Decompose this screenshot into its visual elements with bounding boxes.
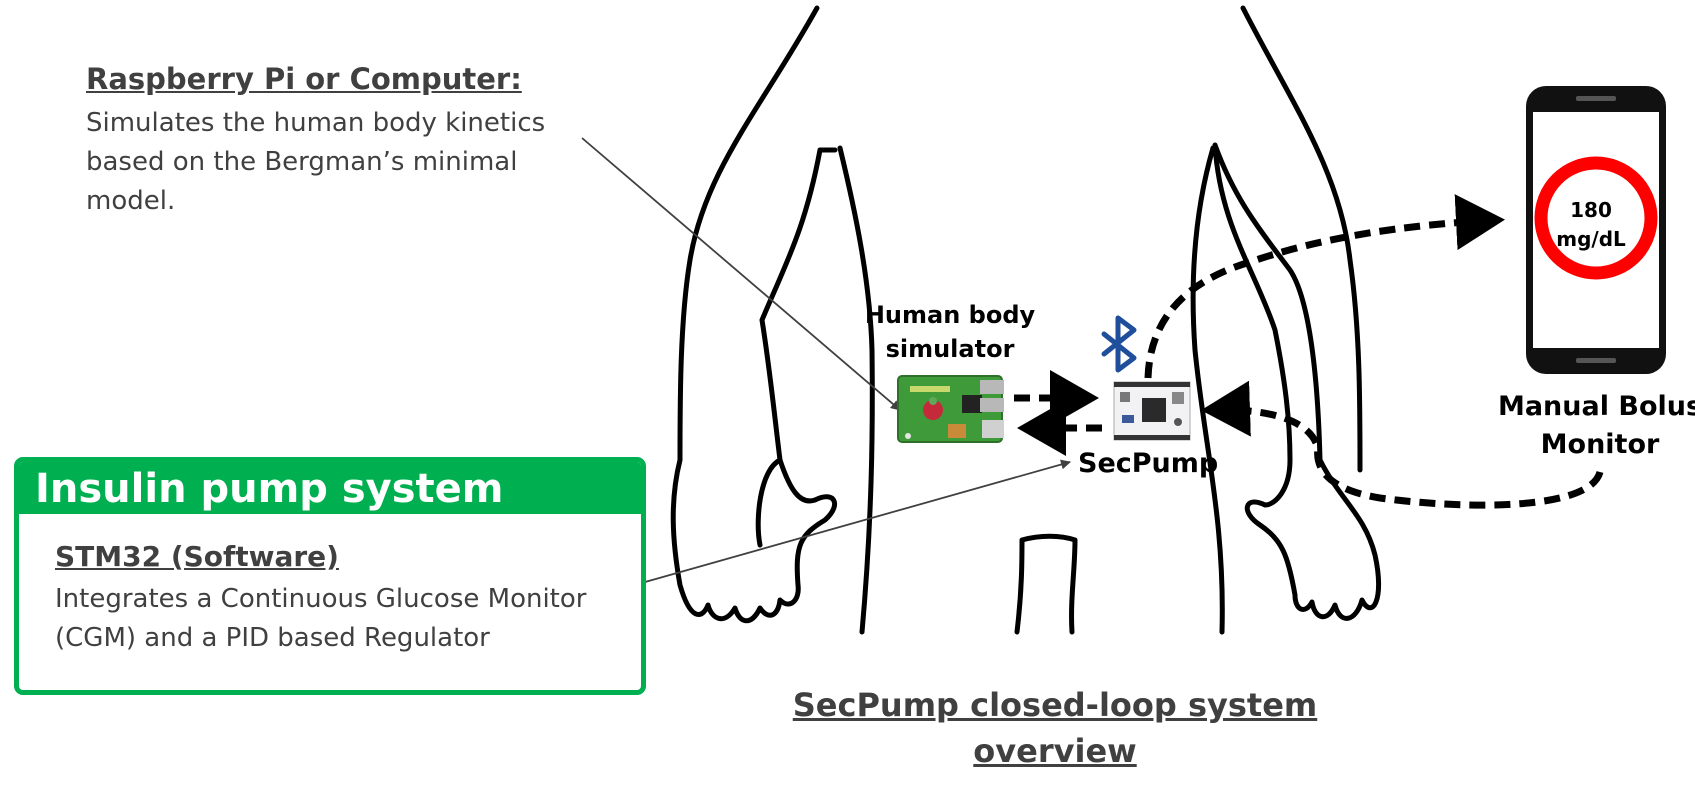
raspberry-pointer-line (581, 137, 901, 411)
insulin-pump-system-title: Insulin pump system (35, 466, 504, 512)
smartphone-icon (1526, 86, 1666, 374)
raspberry-pi-board-icon (897, 375, 1004, 443)
arrow-phone-to-pump (1201, 380, 1604, 509)
right-outer-arm-outline (1240, 5, 1363, 473)
secpump-pointer-line (637, 459, 1071, 585)
right-arm-outline (1212, 142, 1381, 621)
left-outer-arm-outline (755, 457, 783, 548)
stm32-software-title: STM32 (Software) (55, 540, 339, 573)
bluetooth-icon (1101, 315, 1137, 373)
stm32-board-icon (1113, 381, 1191, 441)
legs-gap-outline (1014, 533, 1078, 635)
right-torso-outline (1190, 145, 1225, 635)
manual-bolus-monitor-label: Manual Bolus Monitor (1497, 391, 1695, 460)
arrow-pump-to-phone (1144, 194, 1505, 379)
stm32-software-description: Integrates a Continuous Glucose Monitor … (55, 584, 587, 653)
raspberry-note-description: Simulates the human body kinetics based … (86, 108, 546, 216)
diagram-caption: SecPump closed-loop system overview (792, 686, 1318, 770)
left-torso-outline (837, 145, 875, 635)
human-body-simulator-label: Human body simulator (864, 301, 1036, 363)
raspberry-note-title: Raspberry Pi or Computer: (86, 62, 522, 96)
glucose-reading: 180 mg/dL (1556, 198, 1626, 251)
left-arm-outline (670, 5, 838, 624)
insulin-pump-system-header (19, 462, 641, 514)
insulin-pump-system-box: Insulin pump system STM32 (Software) Int… (14, 457, 646, 695)
secpump-label: SecPump (1078, 448, 1219, 479)
body-outline (670, 5, 1381, 635)
